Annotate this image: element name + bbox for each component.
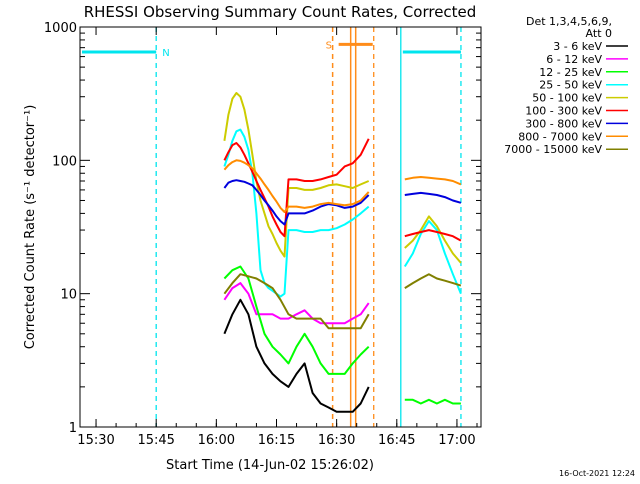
night-label: N: [162, 48, 169, 59]
legend-label-7: 800 - 7000 keV: [518, 130, 602, 143]
y-tick-label-2: 100: [52, 154, 77, 169]
series-line-5-segment-1: [404, 229, 462, 242]
legend-label-8: 7000 - 15000 keV: [504, 143, 602, 156]
legend-label-0: 3 - 6 keV: [553, 40, 602, 53]
series-line-2-segment-0: [223, 265, 370, 375]
series-lines: [223, 92, 462, 413]
legend-label-2: 12 - 25 keV: [539, 66, 602, 79]
x-tick-label-2: 16:00: [198, 433, 235, 448]
legend-title-1: Att 0: [586, 27, 612, 40]
y-axis-label: Corrected Count Rate (s⁻¹ detector⁻¹): [23, 105, 38, 350]
series-line-8-segment-0: [223, 273, 370, 330]
series-line-8-segment-1: [404, 273, 462, 289]
timestamp: 16-Oct-2021 12:24: [559, 469, 635, 478]
x-tick-label-0: 15:30: [77, 433, 114, 448]
legend-label-1: 6 - 12 keV: [546, 53, 602, 66]
series-line-0-segment-0: [223, 298, 370, 413]
legend-label-4: 50 - 100 keV: [532, 92, 602, 105]
chart-title: RHESSI Observing Summary Count Rates, Co…: [84, 3, 477, 21]
series-line-7-segment-1: [404, 176, 462, 186]
x-axis-label: Start Time (14-Jun-02 15:26:02): [166, 458, 374, 473]
series-line-4-segment-0: [223, 92, 370, 258]
axes: 15:30 15:45 16:00 16:15 16:30 16:45 17:00 1 10 10…: [44, 21, 481, 448]
x-tick-label-6: 17:00: [438, 433, 475, 448]
x-tick-label-4: 16:30: [318, 433, 355, 448]
legend-label-5: 100 - 300 keV: [525, 105, 602, 118]
series-line-6-segment-1: [404, 191, 462, 204]
saa-label: S: [326, 40, 332, 51]
series-line-3-segment-1: [403, 220, 462, 295]
y-tick-label-1: 10: [60, 288, 77, 303]
series-line-4-segment-1: [404, 215, 462, 264]
legend-title-0: Det 1,3,4,5,6,9,: [526, 15, 612, 28]
series-line-1-segment-0: [223, 282, 370, 325]
plot-frame: [79, 26, 482, 428]
x-tick-label-5: 16:45: [378, 433, 415, 448]
series-line-5-segment-0: [223, 138, 370, 238]
y-tick-label-3: 1000: [44, 21, 77, 36]
x-tick-label-3: 16:15: [258, 433, 295, 448]
legend-label-6: 300 - 800 keV: [525, 117, 602, 130]
x-tick-label-1: 15:45: [137, 433, 174, 448]
y-tick-label-0: 1: [69, 421, 77, 436]
series-line-7-segment-0: [223, 159, 370, 213]
legend-label-3: 25 - 50 keV: [539, 79, 602, 92]
series-line-2-segment-1: [404, 398, 461, 405]
series-line-6-segment-0: [223, 179, 370, 226]
